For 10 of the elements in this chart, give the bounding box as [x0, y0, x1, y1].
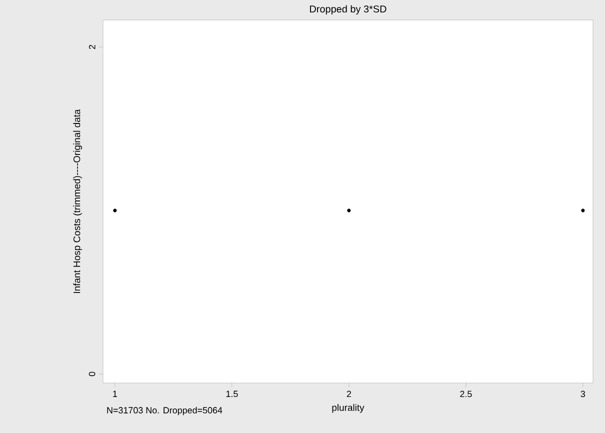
x-tick-label: 2: [346, 390, 351, 398]
chart-title: Dropped by 3*SD: [310, 5, 386, 14]
x-tick-label: 1.5: [226, 390, 238, 398]
x-axis-title: plurality: [332, 404, 364, 413]
x-tick-label: 1: [113, 390, 117, 397]
x-tick-label: 2.5: [460, 390, 472, 398]
text: N=31703 No. Dropped=5064: [107, 406, 222, 416]
y-axis-title: Infant Hosp Costs (trimmed)----Original data: [73, 109, 82, 293]
y-tick-label: 0: [88, 372, 96, 376]
x-tick-label: 3: [580, 390, 586, 398]
